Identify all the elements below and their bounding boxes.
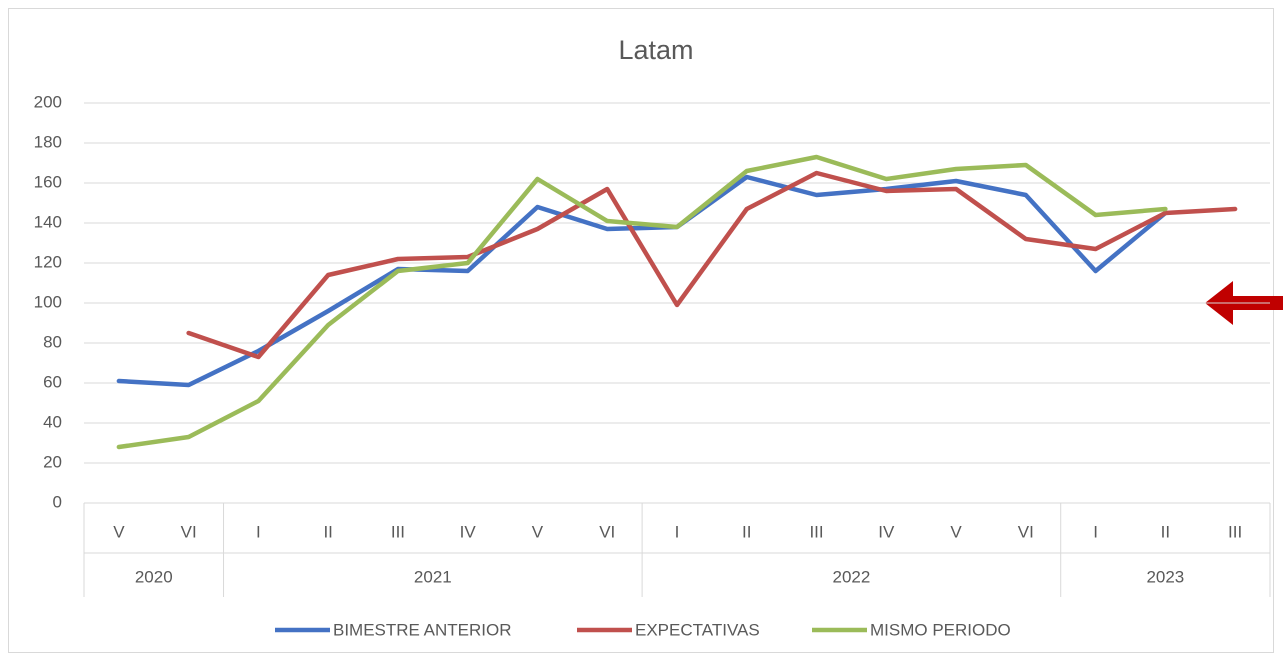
x-tick-label: II — [742, 522, 751, 541]
x-group-label: 2023 — [1146, 567, 1184, 586]
legend-label: EXPECTATIVAS — [635, 620, 760, 639]
x-tick-label: IV — [878, 522, 895, 541]
chart-frame — [8, 8, 1274, 653]
x-group-label: 2020 — [135, 567, 173, 586]
line-series — [186, 170, 1238, 360]
x-tick-label: V — [950, 522, 962, 541]
y-tick-label: 140 — [34, 212, 62, 231]
line-series — [116, 154, 1168, 450]
x-tick-label: VI — [181, 522, 197, 541]
x-tick-label: I — [1093, 522, 1098, 541]
x-tick-label: V — [113, 522, 125, 541]
x-tick-label: I — [675, 522, 680, 541]
x-group-label: 2021 — [414, 567, 452, 586]
x-tick-label: II — [323, 522, 332, 541]
legend-label: BIMESTRE ANTERIOR — [333, 620, 512, 639]
x-tick-label: VI — [1018, 522, 1034, 541]
x-tick-label: V — [532, 522, 544, 541]
y-tick-label: 120 — [34, 252, 62, 271]
line-series — [116, 174, 1168, 388]
y-tick-label: 80 — [43, 332, 62, 351]
y-tick-label: 40 — [43, 412, 62, 431]
chart-title: Latam — [618, 35, 693, 65]
legend-label: MISMO PERIODO — [870, 620, 1011, 639]
y-tick-label: 160 — [34, 172, 62, 191]
x-tick-label: III — [391, 522, 405, 541]
y-tick-label: 60 — [43, 372, 62, 391]
x-tick-label: I — [256, 522, 261, 541]
x-tick-label: VI — [599, 522, 615, 541]
x-tick-label: IV — [460, 522, 477, 541]
y-tick-label: 200 — [34, 92, 62, 111]
x-tick-label: III — [1228, 522, 1242, 541]
x-group-label: 2022 — [832, 567, 870, 586]
y-tick-label: 20 — [43, 452, 62, 471]
y-tick-label: 180 — [34, 132, 62, 151]
y-tick-label: 100 — [34, 292, 62, 311]
y-tick-label: 0 — [53, 492, 62, 511]
x-tick-label: III — [809, 522, 823, 541]
x-tick-label: II — [1161, 522, 1170, 541]
